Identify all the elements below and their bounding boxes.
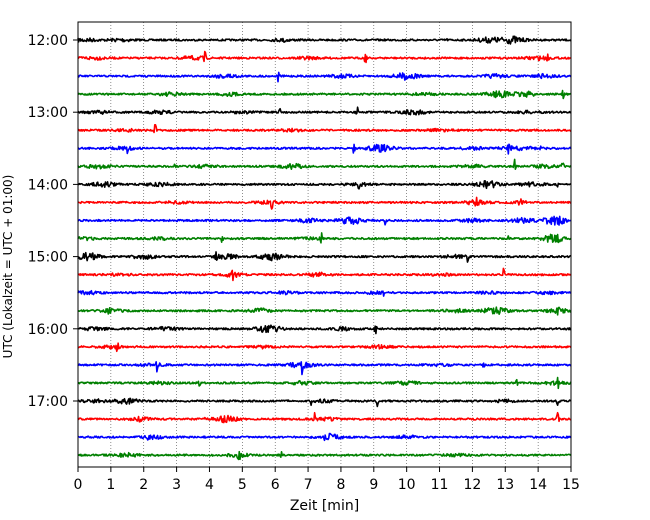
trace-1200	[77, 35, 572, 45]
x-tick-label: 0	[74, 477, 83, 493]
trace-1345	[77, 158, 572, 170]
y-axis-label: UTC (Lokalzeit = UTC + 01:00)	[1, 175, 15, 359]
y-tick-label: 15:00	[28, 250, 68, 266]
trace-1415	[77, 196, 572, 210]
x-tick-label: 9	[369, 477, 378, 493]
grid-lines	[110, 22, 539, 467]
x-axis-label: Zeit [min]	[290, 498, 359, 514]
y-tick-label: 12:00	[28, 33, 68, 49]
trace-1400	[77, 180, 572, 190]
seismic-traces	[77, 35, 572, 461]
x-tick-label: 4	[205, 477, 214, 493]
plot-frame	[77, 21, 572, 468]
trace-1730	[77, 432, 572, 442]
trace-1600	[77, 324, 572, 335]
x-tick-label: 11	[431, 477, 449, 493]
y-tick-label: 17:00	[28, 394, 68, 410]
trace-1330	[77, 143, 572, 155]
y-tick-label: 13:00	[28, 105, 68, 121]
trace-1230	[77, 71, 572, 83]
trace-1300	[77, 106, 572, 116]
trace-1445	[77, 232, 572, 244]
x-tick-label: 2	[139, 477, 148, 493]
x-tick-label: 12	[463, 477, 481, 493]
x-tick-label: 1	[106, 477, 115, 493]
x-axis-ticks: 0 1 2 3 4 5 6 7 8 9 10 11 12 13 14 15	[74, 467, 580, 493]
trace-1545	[77, 306, 572, 316]
trace-1700	[77, 397, 572, 408]
y-tick-label: 16:00	[28, 322, 68, 338]
x-tick-label: 5	[238, 477, 247, 493]
trace-1500	[77, 251, 572, 263]
x-tick-label: 7	[304, 477, 313, 493]
trace-1745	[77, 450, 572, 461]
trace-1615	[77, 342, 572, 353]
trace-1315	[77, 123, 572, 134]
y-axis-ticks: 12:00 13:00 14:00 15:00 16:00 17:00	[28, 33, 78, 410]
trace-1715	[77, 411, 572, 424]
x-tick-label: 13	[496, 477, 514, 493]
x-tick-label: 8	[336, 477, 345, 493]
trace-1215	[77, 50, 572, 64]
x-tick-label: 10	[398, 477, 416, 493]
trace-1530	[77, 289, 572, 297]
trace-1430	[77, 215, 572, 226]
trace-1245	[77, 89, 572, 100]
x-tick-label: 14	[529, 477, 547, 493]
x-tick-label: 3	[172, 477, 181, 493]
trace-1645	[77, 376, 572, 390]
y-tick-label: 14:00	[28, 177, 68, 193]
x-tick-label: 6	[271, 477, 280, 493]
x-tick-label: 15	[562, 477, 580, 493]
trace-1515	[77, 267, 572, 282]
trace-1630	[77, 361, 572, 376]
